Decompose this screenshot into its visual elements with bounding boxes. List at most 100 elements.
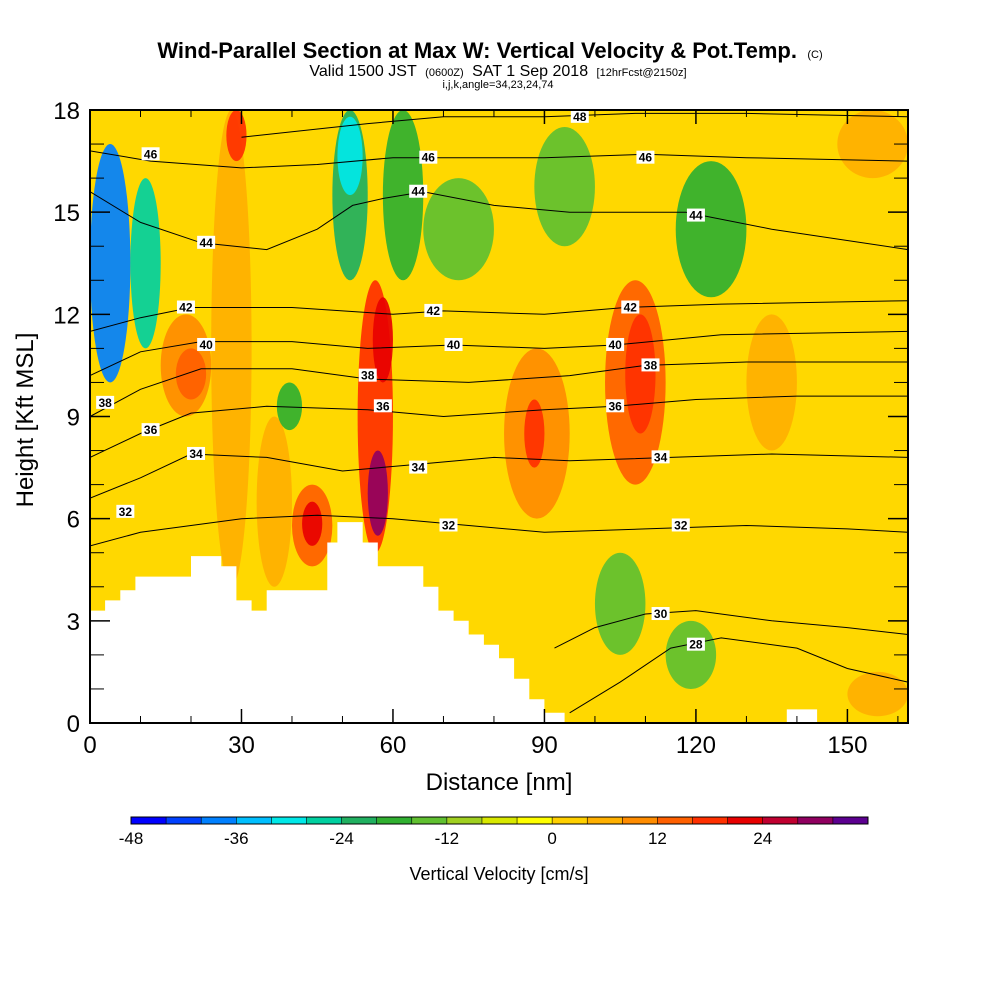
contour-label-box (606, 399, 625, 413)
velocity-cell-4 (211, 110, 252, 587)
chart-title-suffix: (C) (807, 49, 822, 61)
y-tick-label: 0 (67, 711, 80, 738)
x-tick-label: 150 (827, 732, 867, 759)
colorbar-segment (587, 817, 623, 824)
y-tick-label: 3 (67, 609, 80, 636)
contour-label-box (439, 518, 458, 532)
contour-label-1: 46 (141, 147, 160, 161)
contour-label-15: 38 (96, 395, 115, 410)
contour-label-text: 34 (412, 461, 426, 475)
colorbar-tick-label: 0 (547, 829, 556, 848)
colorbar-tick-label: -48 (119, 829, 144, 848)
contour-label-box (187, 446, 206, 460)
contour-theta-28 (569, 637, 908, 714)
contour-label-text: 46 (144, 147, 158, 161)
velocity-cell-0 (90, 144, 131, 383)
contour-label-text: 38 (644, 358, 658, 372)
contour-label-box (641, 358, 660, 372)
colorbar-segment (376, 817, 413, 824)
y-axis-label: Height [Kft MSL] (12, 333, 39, 508)
contour-label-16: 36 (373, 399, 392, 413)
x-tick-label: 0 (83, 732, 96, 759)
contour-label-box (373, 399, 392, 413)
contour-label-text: 34 (189, 447, 203, 461)
y-tick-label: 18 (53, 98, 80, 125)
colorbar-tick-label: 12 (648, 829, 667, 848)
contour-label-text: 44 (689, 209, 703, 223)
contour-label-4: 44 (409, 184, 428, 199)
velocity-cell-13 (367, 450, 388, 536)
contour-label-18: 36 (141, 423, 160, 437)
colorbar-segment (727, 817, 764, 824)
contour-label-box (671, 518, 690, 532)
subtitle-fcst: [12hrFcst@2150z] (597, 67, 687, 79)
contour-label-text: 34 (654, 450, 668, 464)
contour-label-text: 40 (199, 338, 213, 352)
contour-theta-38 (90, 361, 908, 417)
velocity-cell-18 (524, 399, 545, 468)
contour-label-text: 28 (689, 638, 703, 652)
x-tick-label: 120 (676, 732, 716, 759)
contour-label-text: 36 (608, 399, 622, 413)
velocity-cell-23 (665, 620, 717, 689)
contour-label-21: 34 (651, 450, 670, 464)
contour-label-10: 40 (197, 337, 216, 352)
contour-label-box (570, 110, 589, 123)
colorbar-tick-label: -24 (329, 829, 354, 848)
colorbar-segment (166, 817, 202, 824)
colorbar-segment (271, 817, 307, 824)
velocity-cell-25 (746, 314, 797, 451)
colorbar-segment (306, 817, 343, 824)
velocity-cell-3 (175, 348, 207, 400)
x-axis-label: Distance [nm] (426, 769, 573, 796)
contour-label-box (197, 235, 216, 249)
colorbar-tick-label: -36 (224, 829, 249, 848)
contour-label-box (636, 150, 655, 164)
velocity-cell-9 (302, 501, 323, 546)
chart-title: Wind-Parallel Section at Max W: Vertical… (157, 38, 822, 63)
contour-label-box (96, 395, 115, 409)
contour-label-26: 28 (686, 637, 705, 652)
contour-label-box (651, 450, 670, 464)
contour-label-19: 34 (187, 446, 206, 461)
velocity-cell-27 (847, 671, 908, 717)
contour-label-box (651, 607, 670, 621)
contour-label-box (176, 300, 195, 314)
contour-label-text: 32 (674, 518, 688, 532)
contour-label-box (358, 368, 377, 382)
contour-label-20: 34 (409, 460, 428, 475)
contour-labels: 48 46 46 46 44 44 44 42 42 42 40 40 40 38 38 38 36 36 36 34… (96, 110, 705, 652)
contour-theta-40 (90, 330, 908, 377)
colorbar-segment (411, 817, 448, 824)
contour-label-text: 36 (376, 399, 390, 413)
contour-label-text: 32 (119, 505, 133, 519)
colorbar-tick-label: -12 (435, 829, 460, 848)
contour-label-9: 42 (621, 300, 640, 315)
colorbar-title: Vertical Velocity [cm/s] (409, 864, 588, 884)
contour-label-box (686, 637, 705, 651)
velocity-cell-7 (276, 382, 303, 431)
colorbar-segment (341, 817, 378, 824)
colorbar-tick-label: 24 (753, 829, 772, 848)
terrain-secondary (786, 709, 908, 723)
contour-label-5: 44 (686, 208, 705, 223)
colorbar-segment (481, 817, 518, 824)
contour-label-text: 32 (442, 518, 456, 532)
colorbar: -48 -36 -24 -12 0 12 24 (119, 816, 869, 848)
contour-label-25: 30 (651, 607, 670, 621)
contour-label-box (116, 504, 135, 518)
contour-label-0: 48 (570, 110, 589, 124)
contour-label-box (409, 460, 428, 474)
contour-theta-46 (90, 150, 908, 169)
contour-label-text: 48 (573, 110, 587, 124)
velocity-cell-1 (130, 178, 161, 349)
colorbar-frame (130, 816, 869, 825)
contour-label-text: 40 (447, 338, 461, 352)
contour-label-24: 32 (671, 518, 690, 532)
x-axis: 0 30 60 90 120 150 (83, 110, 899, 759)
contour-label-box (409, 184, 428, 198)
colorbar-segment (517, 817, 553, 824)
contour-label-text: 44 (412, 185, 426, 199)
contour-theta-32 (90, 514, 908, 547)
